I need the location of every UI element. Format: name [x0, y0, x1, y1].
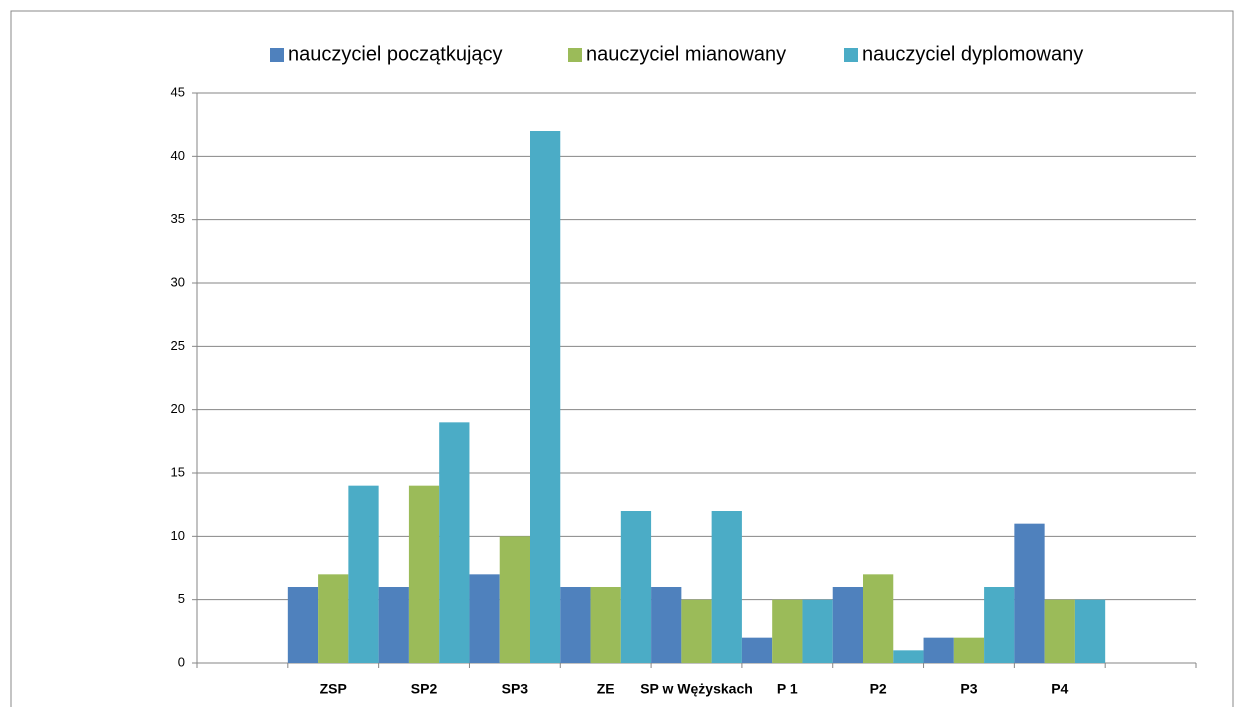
- bar: [832, 587, 863, 663]
- bar: [953, 637, 985, 663]
- legend-swatch: [568, 48, 582, 62]
- chart-frame: [10, 10, 1234, 707]
- bar: [560, 587, 591, 663]
- bar: [772, 599, 803, 663]
- bar: [923, 637, 954, 663]
- y-tick-label: 0: [178, 654, 185, 669]
- legend-label: nauczyciel dyplomowany: [862, 43, 1083, 65]
- x-tick-label: P4: [1051, 681, 1068, 697]
- y-tick-label: 15: [171, 464, 185, 479]
- y-tick-label: 10: [171, 528, 185, 543]
- x-tick-label: P3: [960, 681, 977, 697]
- bar: [318, 574, 349, 663]
- bar: [378, 587, 409, 663]
- bar: [1044, 599, 1075, 663]
- bar: [530, 131, 561, 663]
- bar: [620, 511, 652, 663]
- bar: [711, 511, 742, 663]
- bar: [741, 637, 773, 663]
- x-tick-label: ZE: [597, 681, 615, 697]
- bar: [681, 599, 712, 663]
- y-tick-label: 45: [171, 84, 185, 99]
- y-tick-label: 20: [171, 401, 185, 416]
- bar: [1074, 599, 1106, 663]
- y-tick-label: 5: [178, 591, 185, 606]
- bar: [408, 485, 440, 663]
- bar: [863, 574, 894, 663]
- x-tick-label: P 1: [777, 681, 798, 697]
- x-tick-label: SP w Wężyskach: [640, 681, 753, 697]
- y-tick-label: 35: [171, 211, 185, 226]
- y-tick-label: 40: [171, 148, 185, 163]
- bar: [469, 574, 500, 663]
- bar: [348, 485, 379, 663]
- x-tick-label: SP2: [411, 681, 438, 697]
- y-tick-label: 30: [171, 274, 185, 289]
- bar: [499, 536, 530, 663]
- bar: [651, 587, 682, 663]
- bar: [802, 599, 833, 663]
- x-tick-label: P2: [870, 681, 887, 697]
- bar: [439, 422, 470, 663]
- bar: [893, 650, 924, 663]
- bar: [984, 587, 1015, 663]
- y-tick-label: 25: [171, 338, 185, 353]
- x-tick-label: SP3: [502, 681, 529, 697]
- legend-label: nauczyciel początkujący: [288, 43, 503, 65]
- legend-swatch: [844, 48, 858, 62]
- legend-swatch: [270, 48, 284, 62]
- bar: [1014, 523, 1045, 663]
- legend-label: nauczyciel mianowany: [586, 43, 786, 65]
- bar: [590, 587, 621, 663]
- bar: [287, 587, 319, 663]
- x-tick-label: ZSP: [320, 681, 347, 697]
